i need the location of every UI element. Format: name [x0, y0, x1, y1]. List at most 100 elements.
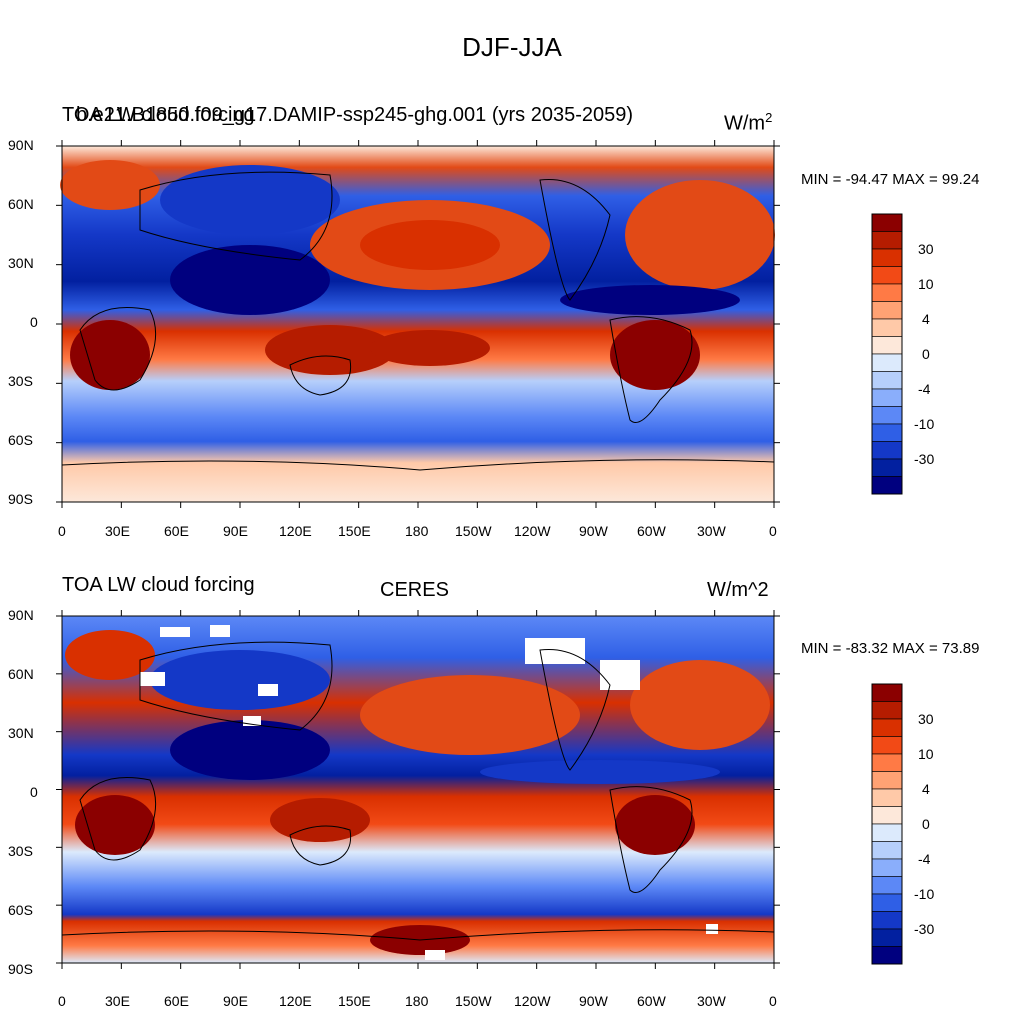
y-tick-label: 30S [8, 373, 33, 389]
colorbar-swatch [871, 423, 903, 442]
x-tick-label: 180 [405, 993, 429, 1009]
colorbar-label: 4 [922, 781, 930, 797]
colorbar-label: 30 [918, 711, 934, 727]
arctic-europe-positive-anomaly [60, 160, 160, 210]
x-tick-label: 0 [769, 993, 777, 1009]
colorbar-label: 0 [922, 346, 930, 362]
colorbar-label: -10 [914, 416, 935, 432]
y-tick-label: 30N [8, 255, 34, 271]
colorbar-swatch [871, 841, 903, 860]
missing-data-cell [525, 638, 585, 664]
colorbar-swatch [871, 458, 903, 477]
panel1-center-title: b.e21.B1850.f09_g17.DAMIP-ssp245-ghg.001… [76, 104, 634, 126]
x-tick-label: 120W [514, 993, 551, 1009]
panel2-map [61, 615, 775, 964]
x-tick-label: 90E [223, 993, 248, 1009]
panel1-left-title: TOA LW cloud forcing [62, 104, 255, 126]
colorbar-swatch [871, 946, 903, 965]
south-america-max [610, 320, 700, 390]
colorbar-swatch [871, 283, 903, 302]
panel1-min-max: MIN = -94.47 MAX = 99.24 [801, 171, 980, 188]
colorbar-label: -4 [918, 851, 931, 867]
missing-data-cell [600, 660, 640, 690]
x-tick-label: 30E [105, 993, 130, 1009]
south-america-max [615, 795, 695, 855]
australia-coastline [289, 355, 352, 396]
asia-negative-core [170, 245, 330, 315]
colorbar-swatch [871, 771, 903, 790]
panel2-center-title: CERES [380, 579, 449, 601]
maritime-continent-positive [265, 325, 395, 375]
colorbar-swatch [871, 928, 903, 947]
panel1-tick-marks [56, 140, 780, 508]
y-tick-label: 30N [8, 725, 34, 741]
south-pacific-convergence-positive [370, 330, 490, 366]
panel2-min-max: MIN = -83.32 MAX = 73.89 [801, 640, 980, 657]
x-tick-label: 30W [697, 523, 726, 539]
x-tick-label: 180 [405, 523, 429, 539]
y-tick-label: 0 [30, 314, 38, 330]
siberia-negative [160, 165, 340, 235]
x-tick-label: 120E [279, 523, 312, 539]
figure-title: DJF-JJA [462, 32, 562, 62]
colorbar-swatch [871, 876, 903, 895]
asia-negative-core [170, 720, 330, 780]
maritime-continent-positive [270, 798, 370, 842]
missing-data-cell [425, 950, 445, 960]
missing-data-cell [140, 672, 165, 686]
x-tick-label: 120E [279, 993, 312, 1009]
colorbar-swatch [871, 753, 903, 772]
colorbar-label: -10 [914, 886, 935, 902]
antarctica-coastline [61, 459, 775, 471]
colorbar-label: 10 [918, 746, 934, 762]
europe-positive-anomaly [65, 630, 155, 680]
colorbar-swatch [871, 318, 903, 337]
x-tick-label: 60E [164, 993, 189, 1009]
y-tick-label: 60S [8, 902, 33, 918]
y-tick-label: 60S [8, 432, 33, 448]
colorbar-label: -30 [914, 451, 935, 467]
south-america-coastline [609, 786, 693, 893]
colorbar-swatch [871, 388, 903, 407]
x-tick-label: 150E [338, 523, 371, 539]
x-tick-label: 150W [455, 993, 492, 1009]
colorbar-swatch [871, 858, 903, 877]
north-atlantic-positive-anomaly [630, 660, 770, 750]
y-tick-label: 90S [8, 491, 33, 507]
siberia-negative [150, 650, 330, 710]
missing-data-cell [706, 924, 718, 934]
x-tick-label: 60E [164, 523, 189, 539]
x-tick-label: 90W [579, 523, 608, 539]
colorbar-swatch [871, 718, 903, 737]
atlantic-itcz-negative [480, 760, 720, 784]
x-tick-label: 30W [697, 993, 726, 1009]
y-tick-label: 90N [8, 137, 34, 153]
north-america-coastline [539, 178, 611, 301]
panel1-map [60, 145, 775, 503]
y-tick-label: 60N [8, 196, 34, 212]
panel1-colorbar [871, 213, 903, 495]
atlantic-itcz-negative-core [560, 285, 740, 315]
antarctica-coastline [61, 929, 775, 941]
colorbar-swatch [871, 371, 903, 390]
panel2-left-title: TOA LW cloud forcing [62, 574, 255, 596]
x-tick-label: 0 [769, 523, 777, 539]
colorbar-frame [871, 683, 903, 965]
colorbar-swatch [871, 823, 903, 842]
x-tick-label: 90W [579, 993, 608, 1009]
colorbar-swatch [871, 266, 903, 285]
colorbar-swatch [871, 736, 903, 755]
x-tick-label: 60W [637, 523, 666, 539]
colorbar-swatch [871, 683, 903, 702]
missing-data-cell [258, 684, 278, 696]
x-tick-label: 120W [514, 523, 551, 539]
africa-coastline [79, 307, 157, 391]
south-america-coastline [609, 316, 693, 423]
missing-data-cell [160, 627, 190, 637]
australia-coastline [289, 825, 352, 866]
eurasia-coastline [139, 641, 333, 731]
panel1-units: W/m2 [724, 110, 773, 135]
panel2-colorbar [871, 683, 903, 965]
colorbar-label: -4 [918, 381, 931, 397]
